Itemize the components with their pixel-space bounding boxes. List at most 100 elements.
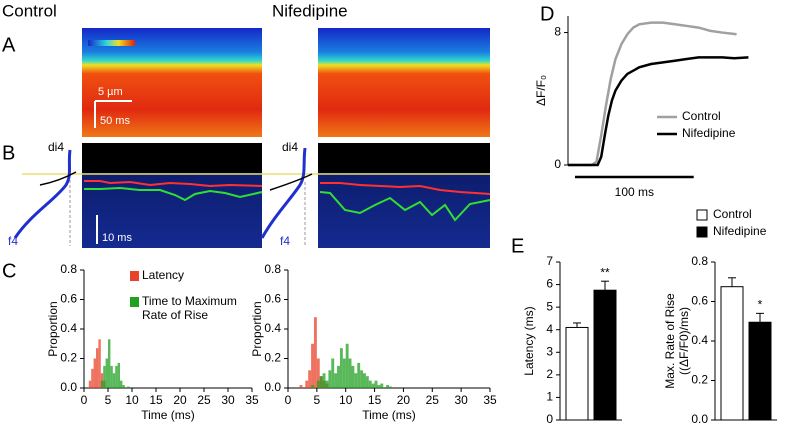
histogram-bar	[105, 358, 108, 388]
y-axis-title: Max. Rate of Rise	[663, 293, 677, 389]
legend-entry: Time to Maximum Rate of Rise	[142, 294, 237, 322]
trace-image	[318, 143, 490, 173]
legend-label: Nifedipine	[682, 126, 736, 140]
y-tick-label: 0.0	[60, 380, 77, 394]
trace-image	[82, 143, 262, 173]
histogram-bar	[351, 365, 355, 388]
histogram-bar	[331, 358, 335, 388]
legend-label: Time to Maximum Rate of Rise	[142, 294, 237, 322]
y-tick-label: 2	[546, 367, 553, 381]
y-tick-label: 0.2	[264, 351, 281, 365]
condition-label: Nifedipine	[272, 1, 348, 20]
scale-label: 10 ms	[102, 232, 132, 244]
histogram-bar	[299, 385, 303, 388]
trace-label: di4	[282, 140, 298, 154]
histogram-bar	[365, 376, 369, 388]
latency-trace	[320, 182, 491, 195]
y-tick-label: 3	[546, 344, 553, 358]
histogram-bar	[305, 380, 309, 388]
histogram-bar	[319, 376, 323, 388]
linescan-image	[82, 28, 262, 137]
fluorescence-profile	[13, 149, 72, 239]
x-tick-label: 10	[125, 393, 139, 407]
y-tick-label: 8	[554, 25, 561, 39]
histogram-bar	[115, 365, 118, 388]
histogram-bar	[368, 380, 372, 388]
panel-letter: C	[2, 260, 16, 282]
legend-swatch	[130, 271, 139, 281]
y-tick-label: 4	[546, 322, 553, 336]
histogram-bar	[345, 343, 349, 388]
y-tick-label: 0.8	[264, 262, 281, 276]
x-tick-label: 25	[197, 393, 211, 407]
y-tick-label: 0.4	[264, 321, 281, 335]
rise-trace	[319, 191, 491, 222]
x-tick-label: 0	[285, 393, 292, 407]
histogram-bar	[389, 386, 392, 388]
y-tick-label: 6	[546, 277, 553, 291]
histogram-bar	[311, 385, 314, 388]
histogram-bar	[354, 373, 358, 388]
x-tick-label: 5	[314, 393, 321, 407]
bar	[565, 326, 589, 421]
legend-swatch	[696, 226, 708, 238]
histogram-bar	[325, 380, 329, 388]
derivative-profile	[269, 173, 313, 191]
histogram-bar	[108, 339, 111, 388]
scale-label: 5 µm	[98, 86, 123, 98]
condition-label: Control	[2, 1, 57, 20]
panel-letter: D	[540, 3, 554, 25]
legend-swatch	[130, 297, 139, 307]
histogram-bar	[110, 365, 113, 388]
histogram-bar	[328, 370, 332, 388]
y-tick-label: 0	[546, 412, 553, 426]
histogram-bar	[348, 358, 352, 388]
histogram-bar	[337, 365, 340, 388]
histogram-bar	[122, 385, 125, 388]
histogram-bar	[117, 362, 120, 388]
latency-trace	[84, 180, 263, 188]
legend-label: Latency	[142, 268, 185, 282]
legend-swatch	[696, 209, 708, 221]
scale-label: 50 ms	[100, 115, 130, 127]
y-tick-label: 0.6	[264, 292, 281, 306]
y-axis-title: ΔF/F₀	[534, 75, 548, 106]
histogram-bar	[374, 380, 378, 388]
bar	[748, 321, 772, 421]
histogram-bar	[311, 343, 314, 388]
legend-entry: Latency	[142, 268, 185, 282]
histogram-bar	[322, 373, 326, 388]
line-series	[568, 21, 737, 167]
y-tick-label: 0.0	[691, 412, 708, 426]
derivative-profile	[39, 171, 77, 186]
y-tick-label: 0.8	[60, 262, 77, 276]
x-tick-label: 35	[245, 393, 259, 407]
fluorescence-profile	[260, 147, 307, 239]
histogram-bar	[360, 370, 364, 388]
histogram-bar	[342, 358, 346, 388]
linescan-image	[318, 28, 490, 137]
histogram-bar	[316, 358, 320, 388]
panel-letter: E	[511, 235, 524, 257]
histogram-bar	[380, 383, 384, 388]
trace-label: di4	[48, 140, 64, 154]
histogram-bar	[103, 365, 106, 388]
x-tick-label: 35	[483, 393, 497, 407]
histogram-bar	[88, 380, 92, 388]
histogram-bar	[98, 339, 101, 388]
trace-label: f4	[280, 234, 290, 248]
y-tick-label: 0.2	[60, 351, 77, 365]
panel-letter: A	[2, 34, 16, 56]
x-axis-title: Time (ms)	[141, 408, 195, 422]
histogram-bar	[363, 373, 366, 388]
x-tick-label: 15	[149, 393, 163, 407]
x-tick-label: 20	[397, 393, 411, 407]
y-tick-label: 1	[546, 390, 553, 404]
histogram-bar	[100, 380, 104, 388]
significance: *	[758, 298, 763, 312]
x-tick-label: 15	[368, 393, 382, 407]
panel-letter: B	[2, 142, 15, 164]
x-tick-label: 20	[173, 393, 187, 407]
histogram-bar	[339, 348, 343, 388]
